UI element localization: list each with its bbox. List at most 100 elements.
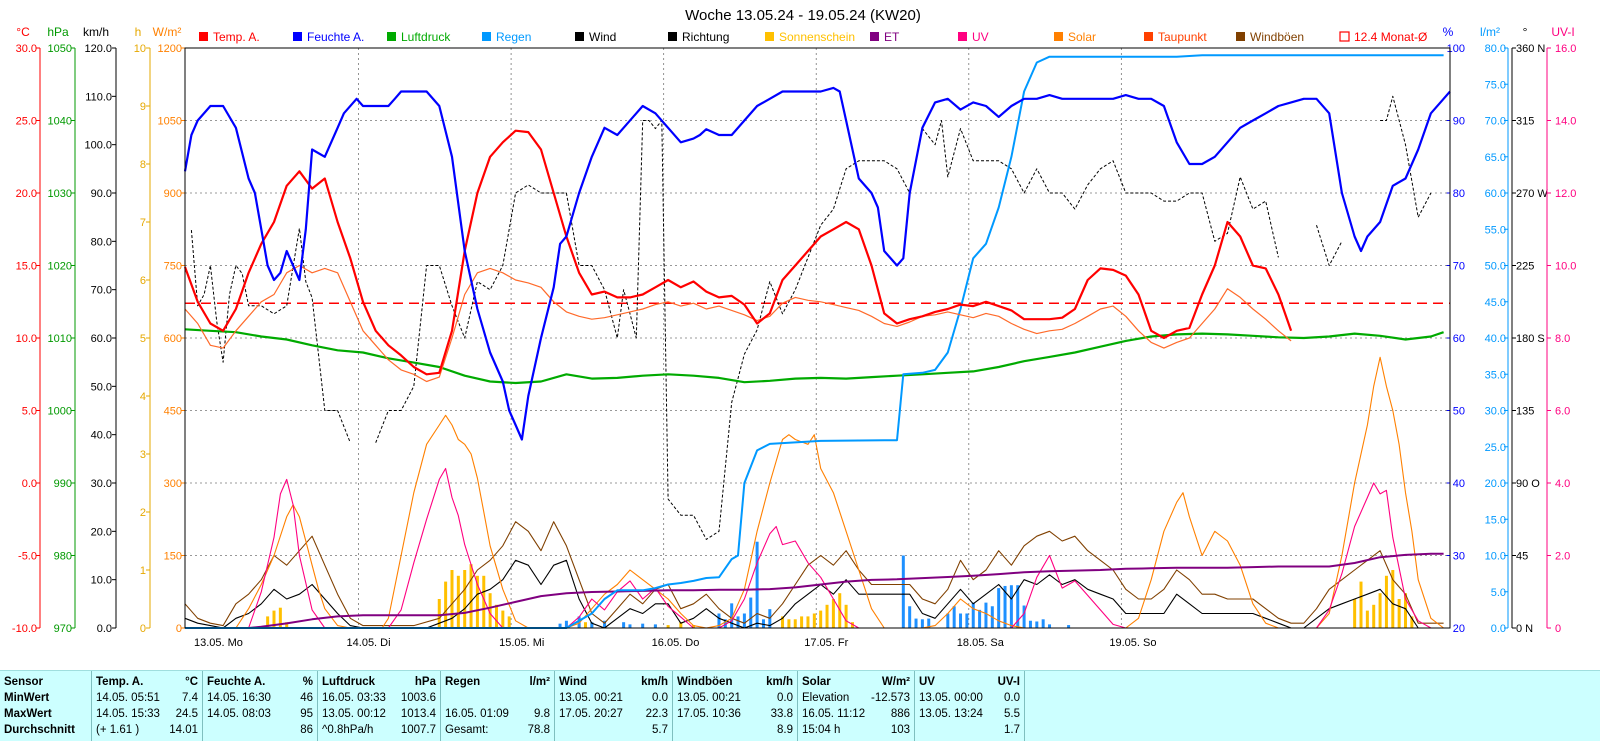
rain-bar — [717, 613, 721, 628]
humidity-tick-label: 40 — [1453, 478, 1465, 490]
stats-temp-min_time: 14.05. 05:51 — [96, 692, 160, 704]
sunshine-bar — [781, 616, 785, 628]
sunshine-tick-label: 1 — [140, 565, 146, 577]
legend-label: Temp. A. — [213, 30, 260, 44]
sunshine-tick-label: 8 — [140, 159, 146, 171]
legend-label: 12.4 Monat-Ø — [1354, 30, 1427, 44]
wind-tick-label: 40.0 — [91, 430, 112, 442]
rain-bar — [641, 623, 645, 628]
rain-tick-label: 70.0 — [1485, 116, 1506, 128]
stats-temp-avg_note: (+ 1.61 ) — [96, 724, 140, 736]
stats-cell: 17.05. 10:36 33.8 — [677, 706, 793, 722]
stats-feuchte-max_val: 95 — [300, 708, 313, 720]
legend-label: Sonnenschein — [779, 30, 855, 44]
sunshine-bar — [812, 613, 816, 628]
sunshine-tick-label: 6 — [140, 275, 146, 287]
stats-solar-title: Solar — [802, 676, 831, 688]
solar-tick-label: 300 — [164, 478, 182, 490]
rain-bar — [1003, 585, 1007, 628]
sunshine-bar — [437, 599, 441, 628]
legend-swatch — [199, 32, 208, 41]
rain-bar — [1028, 620, 1032, 628]
stats-boeen-avg_val: 8.9 — [777, 724, 793, 736]
rain-tick-label: 55.0 — [1485, 224, 1506, 236]
sunshine-bar — [1372, 604, 1376, 628]
solar-tick-label: 1200 — [158, 43, 182, 55]
stats-solar-avg_note: 15:04 h — [802, 724, 841, 736]
rain-tick-label: 20.0 — [1485, 478, 1506, 490]
day-label: 19.05. So — [1109, 637, 1156, 649]
stats-cell: Regen l/m² — [445, 674, 550, 690]
stats-regen-avg_note: Gesamt: — [445, 724, 489, 736]
stats-temp-unit: °C — [185, 676, 198, 688]
legend-swatch — [1054, 32, 1063, 41]
stats-wind-min_val: 0.0 — [652, 692, 668, 704]
stats-wind-min_time: 13.05. 00:21 — [559, 692, 623, 704]
stats-solar-unit: W/m² — [881, 676, 910, 688]
wind-tick-label: 120.0 — [84, 43, 112, 55]
pressure-tick-label: 1040 — [48, 116, 72, 128]
legend-label: Feuchte A. — [307, 30, 364, 44]
stats-col-druck: Luftdruck hPa 16.05. 03:33 1003.6 13.05. 00:… — [318, 671, 441, 741]
legend-swatch — [1144, 32, 1153, 41]
pressure-tick-label: 1000 — [48, 406, 72, 418]
day-label: 18.05. Sa — [957, 637, 1005, 649]
uv-line — [185, 467, 1432, 629]
sunshine-bar — [679, 622, 683, 628]
rain-bar — [603, 620, 607, 628]
stats-col-sensor: Sensor MinWert MaxWert Durchschnitt — [0, 671, 92, 741]
uv-tick-label: 14.0 — [1555, 116, 1576, 128]
grid — [185, 48, 1450, 628]
rain-bar — [564, 620, 568, 628]
feuchte-a-line — [183, 86, 1451, 441]
pressure-tick-label: 1020 — [48, 261, 72, 273]
stats-solar-max_val: 886 — [890, 708, 910, 720]
wind-tick-label: 60.0 — [91, 333, 112, 345]
day-label: 13.05. Mo — [194, 637, 243, 649]
stats-solar-min_time: Elevation — [802, 692, 850, 704]
uv-tick-label: 4.0 — [1555, 478, 1570, 490]
stats-boeen-min_val: 0.0 — [777, 692, 793, 704]
stats-cell: 14.05. 08:03 95 — [207, 706, 313, 722]
sunshine-bar — [482, 575, 486, 628]
stats-cell: 17.05. 20:27 22.3 — [559, 706, 668, 722]
legend-label: Solar — [1068, 30, 1096, 44]
uv-tick-label: 0 — [1555, 623, 1561, 635]
direction-tick-label: 45 — [1516, 551, 1528, 563]
sunshine-bar — [501, 610, 505, 628]
stats-cell: 15:04 h 103 — [802, 722, 910, 738]
stats-cell: 8.9 — [677, 722, 793, 738]
rain-bar — [653, 624, 657, 628]
solar-tick-label: 0 — [176, 623, 182, 635]
sunshine-bar — [475, 575, 479, 628]
pressure-tick-label: 1050 — [48, 43, 72, 55]
stats-feuchte-max_time: 14.05. 08:03 — [207, 708, 271, 720]
rain-bar — [736, 616, 740, 628]
day-label: 15.05. Mi — [499, 637, 544, 649]
legend-swatch — [1236, 32, 1245, 41]
stats-uv-min_val: 0.0 — [1004, 692, 1020, 704]
rain-unit-label: l/m² — [1480, 25, 1500, 39]
stats-temp-max_val: 24.5 — [175, 708, 198, 720]
stats-temp-title: Temp. A. — [96, 676, 144, 688]
stats-boeen-max_val: 33.8 — [770, 708, 793, 720]
temp-a-line — [183, 129, 1293, 376]
uv-tick-label: 8.0 — [1555, 333, 1570, 345]
stats-druck-min_time: 16.05. 03:33 — [322, 692, 386, 704]
solar-line — [185, 356, 1444, 629]
rain-bar — [723, 619, 727, 628]
sunshine-bar — [1365, 610, 1369, 628]
stats-cell: 5.7 — [559, 722, 668, 738]
stats-uv-min_time: 13.05. 00:00 — [919, 692, 983, 704]
sunshine-bar — [806, 616, 810, 628]
stats-col-uv: UV UV-I 13.05. 00:00 0.0 13.05. 13:24 5.5 1.7 — [915, 671, 1025, 741]
rain-tick-label: 0.0 — [1491, 623, 1506, 635]
direction-tick-label: 315 — [1516, 116, 1534, 128]
windb-en-line — [184, 521, 1444, 627]
direction-tick-label: 225 — [1516, 261, 1534, 273]
pressure-tick-label: 980 — [54, 551, 72, 563]
rain-bar — [755, 541, 759, 628]
sunshine-bars — [266, 564, 1414, 628]
temp-tick-label: 0.0 — [22, 478, 37, 490]
legend-label: UV — [972, 30, 989, 44]
